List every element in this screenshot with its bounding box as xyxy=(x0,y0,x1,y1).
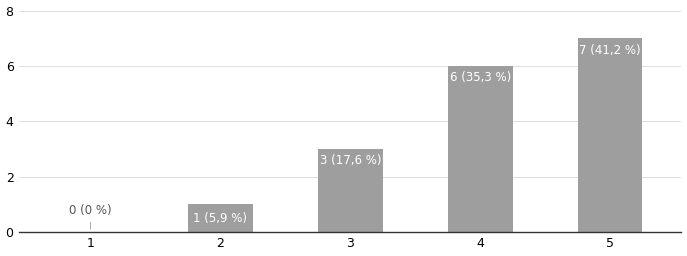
Bar xyxy=(578,38,642,232)
Text: 0 (0 %): 0 (0 %) xyxy=(69,204,112,229)
Text: 1 (5,9 %): 1 (5,9 %) xyxy=(194,211,247,225)
Text: 3 (17,6 %): 3 (17,6 %) xyxy=(319,154,381,167)
Text: 6 (35,3 %): 6 (35,3 %) xyxy=(449,71,510,84)
Text: 7 (41,2 %): 7 (41,2 %) xyxy=(579,44,641,57)
Bar xyxy=(448,66,513,232)
Bar xyxy=(188,204,253,232)
Bar xyxy=(318,149,383,232)
